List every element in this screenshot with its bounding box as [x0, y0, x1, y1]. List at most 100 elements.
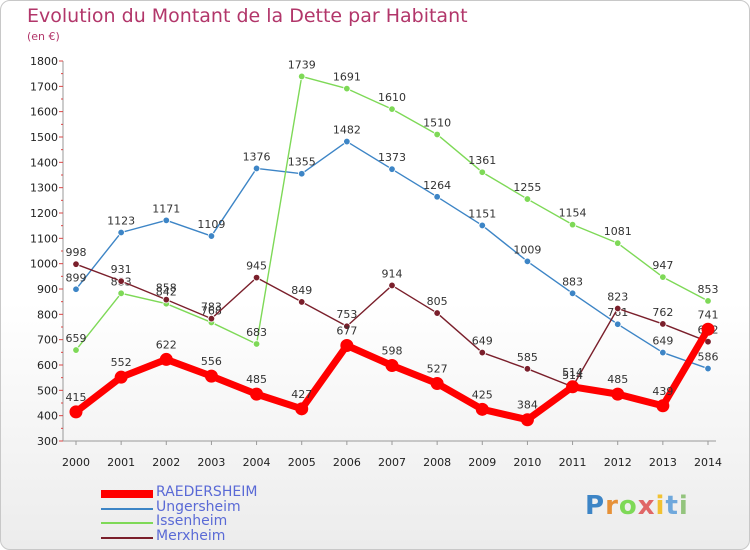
- data-label-ungersheim: 899: [66, 271, 87, 284]
- data-point-ungersheim: [388, 165, 396, 173]
- data-label-merxheim: 858: [156, 282, 177, 295]
- legend-swatch: [101, 507, 153, 510]
- data-label-merxheim: 931: [111, 263, 132, 276]
- x-tick-label: 2011: [559, 456, 587, 469]
- y-tick-label: 300: [37, 435, 58, 448]
- data-label-merxheim: 783: [201, 301, 222, 314]
- data-point-ungersheim: [252, 164, 261, 173]
- x-tick-label: 2007: [378, 456, 406, 469]
- data-point-issenheim: [614, 239, 622, 247]
- legend-swatch: [101, 490, 153, 498]
- y-tick-label: 1600: [30, 106, 58, 119]
- x-tick-label: 2009: [468, 456, 496, 469]
- data-label-merxheim: 649: [472, 335, 493, 348]
- data-label-raedersheim: 741: [698, 308, 719, 321]
- legend-label: Ungersheim: [156, 498, 241, 515]
- data-point-merxheim: [523, 365, 532, 373]
- y-tick-label: 1300: [30, 182, 58, 195]
- data-label-raedersheim: 485: [246, 373, 267, 386]
- x-tick-label: 2005: [288, 456, 316, 469]
- data-point-raedersheim: [701, 322, 715, 336]
- data-label-issenheim: 1361: [468, 154, 496, 167]
- data-label-ungersheim: 1376: [243, 150, 271, 163]
- data-label-raedersheim: 427: [291, 388, 312, 401]
- data-point-raedersheim: [430, 376, 444, 390]
- y-tick-label: 400: [37, 410, 58, 423]
- data-point-raedersheim: [520, 413, 534, 427]
- y-tick-label: 900: [37, 283, 58, 296]
- data-label-issenheim: 1739: [288, 58, 316, 71]
- data-label-merxheim: 753: [336, 308, 357, 321]
- data-point-raedersheim: [475, 402, 489, 416]
- data-label-issenheim: 683: [246, 326, 267, 339]
- data-point-merxheim: [478, 348, 486, 357]
- x-tick-label: 2010: [513, 456, 541, 469]
- data-label-raedersheim: 677: [336, 324, 357, 337]
- y-tick-label: 1200: [30, 207, 58, 220]
- logo-letter: i: [678, 491, 689, 521]
- data-point-raedersheim: [69, 405, 83, 419]
- data-label-issenheim: 1154: [559, 207, 587, 220]
- data-label-issenheim: 1081: [604, 225, 632, 238]
- data-point-merxheim: [252, 273, 261, 282]
- data-point-ungersheim: [523, 257, 532, 266]
- data-label-merxheim: 998: [66, 246, 87, 259]
- data-label-raedersheim: 415: [66, 391, 87, 404]
- data-label-merxheim: 805: [427, 295, 448, 308]
- data-point-issenheim: [298, 72, 306, 81]
- data-label-ungersheim: 1009: [513, 243, 541, 256]
- data-point-raedersheim: [159, 352, 173, 366]
- y-tick-label: 1500: [30, 131, 58, 144]
- data-point-ungersheim: [117, 228, 125, 237]
- data-point-merxheim: [614, 304, 622, 313]
- data-point-raedersheim: [340, 338, 354, 352]
- data-label-ungersheim: 586: [698, 351, 719, 364]
- logo-letter: r: [605, 491, 619, 521]
- data-point-issenheim: [523, 195, 532, 203]
- data-label-issenheim: 659: [66, 332, 87, 345]
- data-label-ungersheim: 761: [607, 306, 628, 319]
- data-point-issenheim: [704, 297, 712, 305]
- x-tick-label: 2001: [107, 456, 135, 469]
- legend-label: RAEDERSHEIM: [156, 484, 258, 500]
- data-point-raedersheim: [250, 387, 264, 401]
- data-point-raedersheim: [566, 380, 580, 394]
- legend-label: Merxheim: [156, 527, 226, 544]
- data-label-issenheim: 1610: [378, 91, 406, 104]
- legend-swatch: [101, 536, 153, 539]
- data-point-issenheim: [117, 289, 125, 298]
- x-tick-label: 2006: [333, 456, 361, 469]
- data-label-raedersheim: 527: [427, 362, 448, 375]
- data-label-raedersheim: 425: [472, 388, 493, 401]
- logo-letter: P: [585, 491, 606, 521]
- data-point-issenheim: [659, 273, 667, 281]
- data-point-raedersheim: [611, 387, 625, 401]
- logo-letter: x: [637, 491, 656, 521]
- data-point-merxheim: [207, 314, 216, 323]
- data-label-raedersheim: 622: [156, 338, 177, 351]
- data-point-issenheim: [72, 346, 80, 354]
- data-point-ungersheim: [478, 221, 486, 230]
- y-tick-label: 500: [37, 384, 58, 397]
- data-point-issenheim: [478, 168, 486, 176]
- data-label-merxheim: 914: [382, 267, 403, 280]
- data-point-raedersheim: [114, 370, 128, 384]
- data-label-issenheim: 1255: [513, 181, 541, 194]
- data-point-merxheim: [72, 260, 80, 268]
- data-label-raedersheim: 384: [517, 399, 538, 412]
- data-point-ungersheim: [568, 289, 577, 298]
- data-point-raedersheim: [385, 359, 399, 373]
- proxiti-logo: Proxiti: [585, 491, 689, 521]
- y-tick-label: 600: [37, 359, 58, 372]
- data-label-merxheim: 945: [246, 260, 267, 273]
- x-tick-label: 2003: [197, 456, 225, 469]
- data-point-ungersheim: [433, 193, 441, 201]
- data-point-raedersheim: [656, 399, 670, 413]
- data-point-ungersheim: [162, 216, 170, 225]
- data-point-issenheim: [568, 220, 577, 229]
- data-label-ungersheim: 1109: [197, 218, 225, 231]
- data-point-merxheim: [162, 295, 170, 304]
- data-point-ungersheim: [298, 170, 306, 178]
- data-label-ungersheim: 1123: [107, 215, 135, 228]
